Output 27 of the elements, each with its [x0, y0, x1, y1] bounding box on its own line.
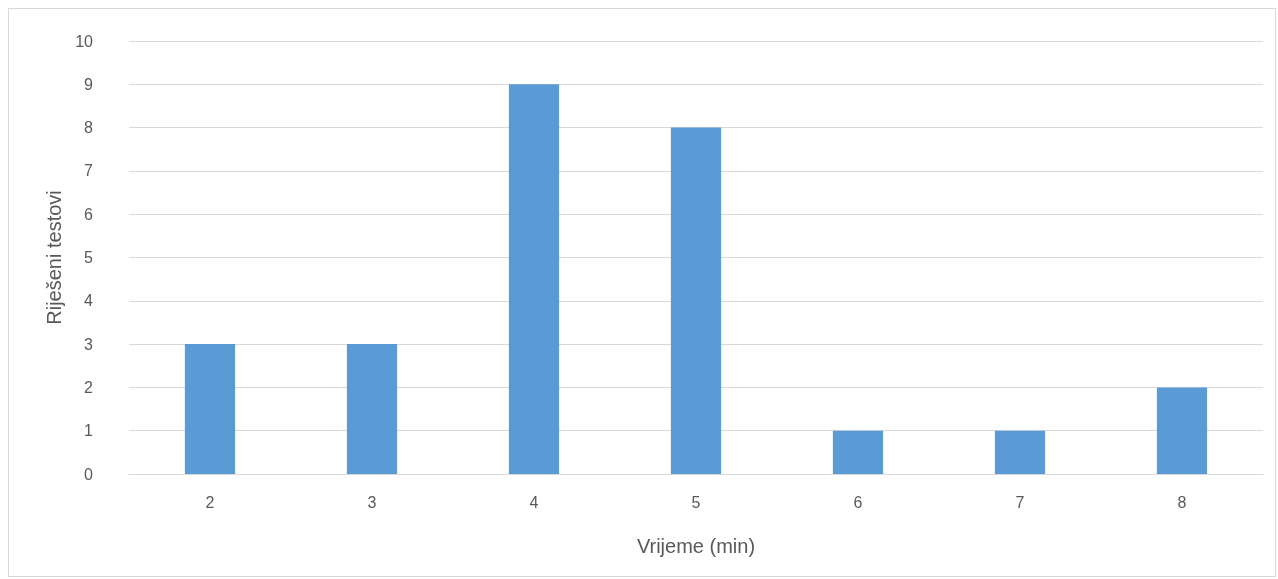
- y-tick-label: 10: [75, 32, 94, 50]
- y-tick-label: 3: [84, 335, 94, 353]
- x-tick-label: 2: [205, 493, 215, 511]
- bar: [508, 84, 560, 474]
- y-axis-title: Riješeni testovi: [43, 190, 66, 325]
- bar: [346, 344, 398, 474]
- y-tick-label: 1: [84, 422, 94, 440]
- bar: [1156, 387, 1208, 474]
- bar: [832, 430, 884, 474]
- x-tick-label: 6: [853, 493, 863, 511]
- y-tick-label: 9: [84, 75, 94, 93]
- y-tick-label: 6: [84, 205, 94, 223]
- y-tick-label: 0: [84, 465, 94, 483]
- y-tick-label: 5: [84, 249, 94, 266]
- x-tick-label: 8: [1177, 493, 1187, 511]
- bar: [670, 127, 722, 474]
- x-tick-label: 3: [367, 493, 377, 511]
- bar: [184, 344, 236, 474]
- x-axis-title: Vrijeme (min): [636, 535, 756, 557]
- x-tick-label: 5: [691, 493, 701, 511]
- x-tick-label: 7: [1015, 493, 1025, 511]
- y-tick-label: 4: [84, 292, 94, 310]
- x-tick-label: 4: [529, 493, 539, 511]
- bar: [994, 430, 1046, 474]
- y-tick-label: 2: [84, 378, 94, 396]
- y-tick-label: 7: [84, 162, 94, 180]
- y-tick-label: 8: [84, 119, 94, 137]
